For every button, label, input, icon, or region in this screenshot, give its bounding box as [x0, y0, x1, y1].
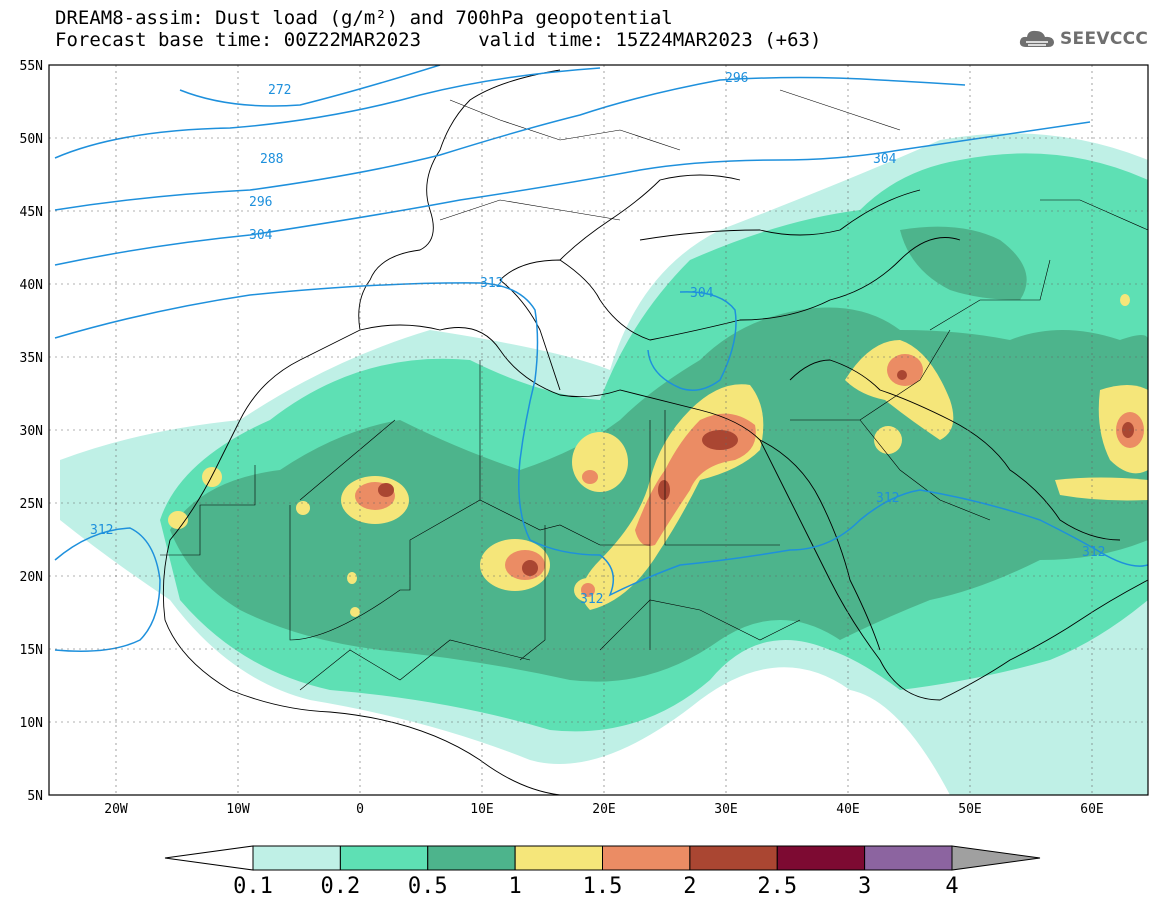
seevccc-logo: SEEVCCC [1018, 24, 1148, 54]
cloud-icon [1019, 30, 1054, 47]
contour-label: 304 [690, 286, 714, 301]
logo-text: SEEVCCC [1060, 29, 1149, 49]
lat-label: 5N [27, 789, 43, 804]
lat-label: 20N [20, 570, 43, 585]
contour-304-west [54, 121, 1091, 266]
contour-272 [179, 65, 441, 107]
lat-label: 50N [20, 132, 43, 147]
lat-label: 55N [20, 59, 43, 74]
lon-label: 20W [104, 802, 128, 817]
contour-288 [54, 67, 601, 159]
colorbar-tick-label: 1.5 [583, 874, 623, 899]
colorbar-box [864, 845, 953, 871]
colorbar-tick-label: 3 [858, 874, 871, 899]
contour-label: 312 [90, 523, 113, 538]
colorbar-tick-labels: 0.1 0.2 0.5 1 1.5 2 2.5 3 4 [233, 874, 959, 899]
contour-label: 304 [249, 228, 273, 243]
map-title: DREAM8-assim: Dust load (g/m²) and 700hP… [55, 7, 673, 29]
lat-label: 30N [20, 424, 43, 439]
lon-label: 20E [592, 802, 615, 817]
lon-axis: 20W 10W 0 10E 20E 30E 40E 50E 60E [104, 802, 1103, 817]
contour-304-east [647, 291, 737, 391]
contour-labels: 272 288 296 304 296 304 312 304 312 312 … [90, 71, 1105, 607]
lat-label: 15N [20, 643, 43, 658]
colorbar-box [602, 845, 691, 871]
lat-label: 35N [20, 351, 43, 366]
colorbar-tick-label: 4 [945, 874, 958, 899]
contour-label: 296 [249, 195, 272, 210]
colorbar-tick-label: 2 [683, 874, 696, 899]
colorbar-box [514, 845, 603, 871]
contour-label: 312 [876, 491, 899, 506]
contour-label: 312 [1082, 545, 1105, 560]
lon-label: 30E [714, 802, 737, 817]
contour-label: 296 [725, 71, 748, 86]
colorbar-box [339, 845, 429, 871]
lat-label: 25N [20, 497, 43, 512]
contour-label: 312 [580, 592, 603, 607]
country-borders [160, 89, 1148, 691]
lat-axis: 55N 50N 45N 40N 35N 30N 25N 20N 15N 10N … [20, 59, 43, 804]
colorbar-over-triangle [951, 845, 1041, 871]
colorbar-tick-label: 0.5 [408, 874, 448, 899]
map-subtitle: Forecast base time: 00Z22MAR2023 valid t… [55, 29, 822, 51]
lon-label: 60E [1080, 802, 1103, 817]
colorbar-boxes [252, 845, 953, 871]
map-frame [48, 64, 1149, 796]
colorbar-tick-label: 2.5 [757, 874, 797, 899]
contour-label: 312 [480, 276, 503, 291]
colorbar-box [427, 845, 516, 871]
colorbar-tick-label: 0.1 [233, 874, 273, 899]
lon-label: 40E [836, 802, 859, 817]
contour-296-west [54, 76, 966, 211]
lon-label: 0 [356, 802, 364, 817]
colorbar-box [776, 845, 866, 871]
lat-label: 40N [20, 278, 43, 293]
contour-label: 304 [873, 152, 897, 167]
contour-312 [54, 282, 1148, 597]
geopotential-contours [54, 65, 1148, 652]
colorbar-box [252, 845, 341, 871]
lat-label: 10N [20, 716, 43, 731]
colorbar-box [689, 845, 778, 871]
contour-label: 272 [268, 83, 291, 98]
colorbar-tick-label: 0.2 [321, 874, 361, 899]
lon-label: 50E [958, 802, 981, 817]
lon-label: 10E [470, 802, 493, 817]
coastlines [162, 69, 1148, 795]
dust-level-2 [378, 370, 1134, 576]
contour-312-west [54, 527, 161, 652]
lat-label: 45N [20, 205, 43, 220]
lon-label: 10W [226, 802, 250, 817]
dust-level-0.5-east [900, 226, 1027, 300]
graticule [49, 65, 1148, 795]
contour-label: 288 [260, 152, 283, 167]
colorbar-under-triangle [164, 845, 254, 871]
colorbar-tick-label: 1 [509, 874, 522, 899]
